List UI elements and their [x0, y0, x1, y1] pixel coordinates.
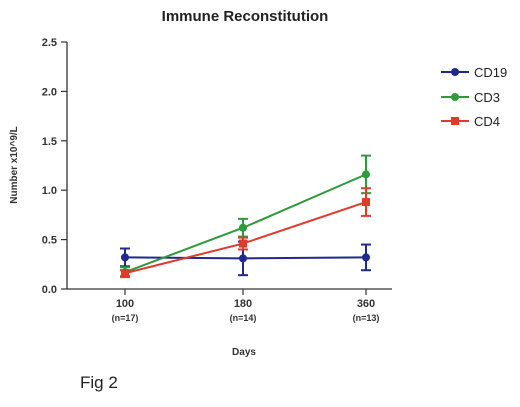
x-tick-sublabel: (n=13): [353, 313, 380, 323]
data-point-cd4: [362, 198, 370, 207]
legend-label-cd3: CD3: [474, 90, 500, 105]
y-tick-label: 2.0: [42, 86, 57, 98]
x-axis-label: Days: [232, 347, 256, 358]
legend-item-cd19: CD19: [441, 65, 507, 80]
data-point-cd19: [239, 254, 247, 263]
data-point-cd19: [121, 253, 129, 262]
x-tick-label: 100: [116, 298, 134, 310]
legend-marker-cd4: [451, 117, 459, 125]
x-axis: 100 (n=17) 180 (n=14) 360 (n=13): [67, 288, 392, 323]
legend-label-cd19: CD19: [474, 65, 507, 80]
chart-title: Immune Reconstitution: [162, 8, 329, 25]
data-point-cd3: [362, 170, 370, 179]
x-tick-label: 360: [357, 298, 375, 310]
series-cd4: [120, 187, 371, 278]
x-tick-sublabel: (n=17): [112, 313, 139, 323]
legend-item-cd3: CD3: [441, 90, 500, 105]
y-axis: 0.0 0.5 1.0 1.5 2.0 2.5: [42, 37, 68, 296]
data-point-cd3: [239, 223, 247, 232]
data-point-cd4: [121, 269, 129, 278]
y-tick-label: 1.5: [42, 136, 57, 148]
y-tick-label: 0.5: [42, 235, 57, 247]
y-tick-label: 1.0: [42, 185, 57, 197]
legend-item-cd4: CD4: [441, 114, 500, 129]
plot-area: [120, 154, 371, 279]
y-axis-label: Number x10^9/L: [9, 126, 20, 204]
legend-label-cd4: CD4: [474, 114, 500, 129]
data-point-cd4: [239, 239, 247, 248]
x-tick-sublabel: (n=14): [230, 313, 257, 323]
legend: CD19 CD3 CD4: [441, 65, 507, 129]
legend-marker-cd3: [451, 93, 459, 101]
y-tick-label: 0.0: [42, 284, 57, 296]
y-tick-label: 2.5: [42, 37, 57, 49]
data-point-cd19: [362, 253, 370, 262]
figure-caption: Fig 2: [80, 373, 118, 392]
legend-marker-cd19: [451, 68, 459, 76]
x-tick-label: 180: [234, 298, 252, 310]
